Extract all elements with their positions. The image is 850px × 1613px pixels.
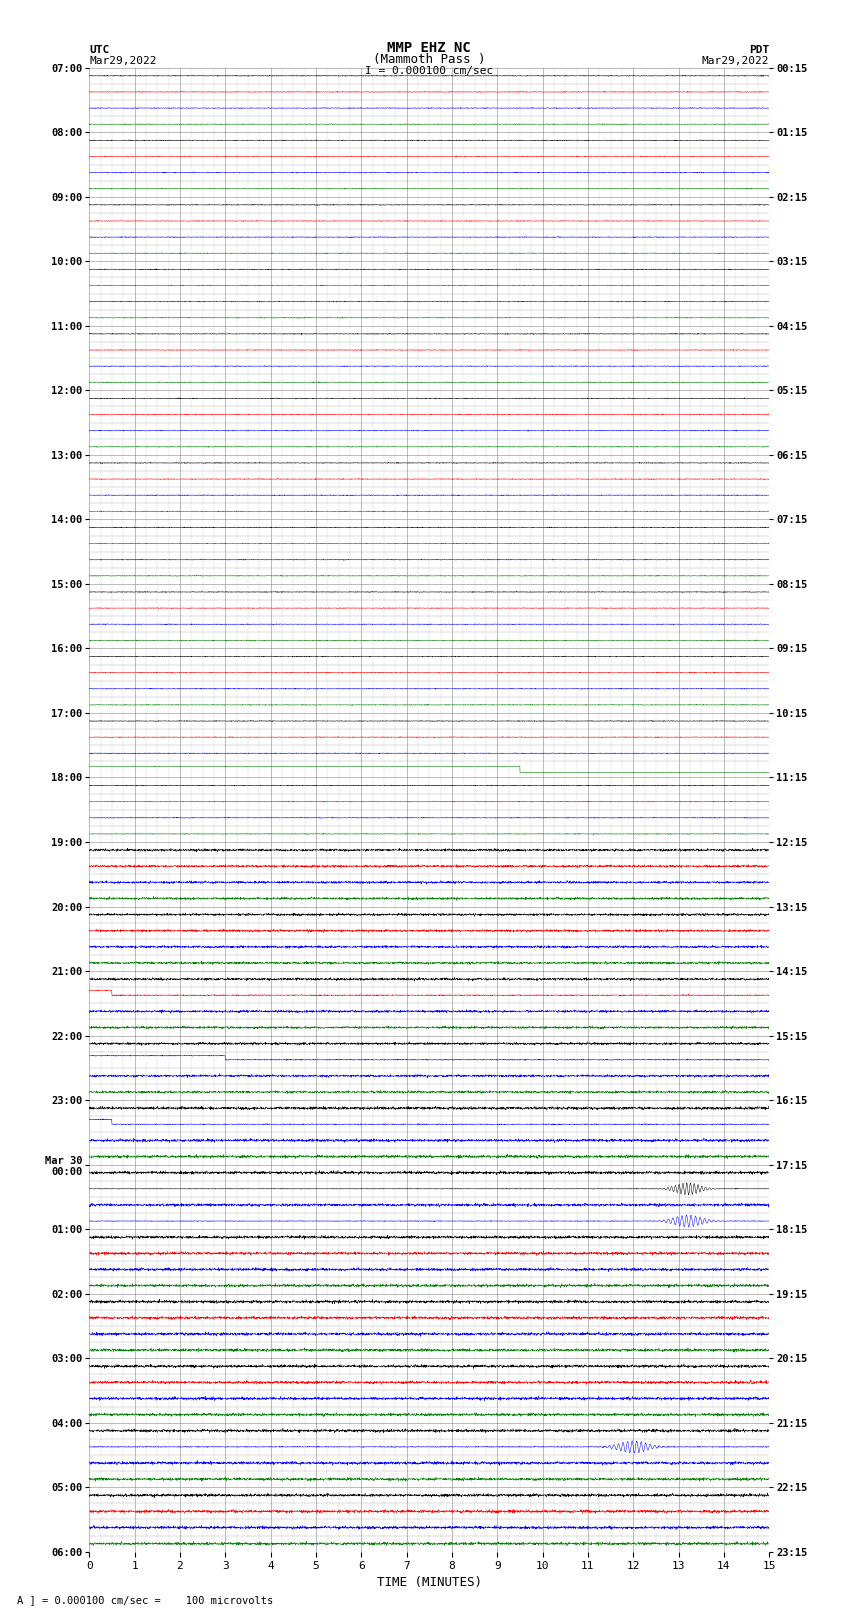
Text: Mar29,2022: Mar29,2022 (89, 56, 156, 66)
Text: UTC: UTC (89, 45, 110, 55)
Text: PDT: PDT (749, 45, 769, 55)
X-axis label: TIME (MINUTES): TIME (MINUTES) (377, 1576, 482, 1589)
Text: A ] = 0.000100 cm/sec =    100 microvolts: A ] = 0.000100 cm/sec = 100 microvolts (17, 1595, 273, 1605)
Text: (Mammoth Pass ): (Mammoth Pass ) (373, 53, 485, 66)
Text: I = 0.000100 cm/sec: I = 0.000100 cm/sec (366, 66, 493, 76)
Text: MMP EHZ NC: MMP EHZ NC (388, 40, 471, 55)
Text: Mar29,2022: Mar29,2022 (702, 56, 769, 66)
